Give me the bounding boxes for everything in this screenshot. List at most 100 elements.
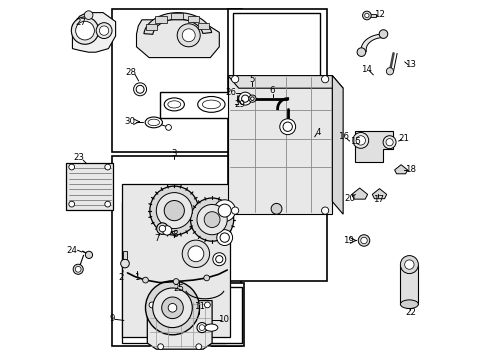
Circle shape: [231, 76, 238, 83]
Circle shape: [199, 325, 204, 330]
Text: 21: 21: [398, 134, 409, 143]
Circle shape: [182, 29, 195, 42]
Circle shape: [270, 203, 282, 214]
Ellipse shape: [145, 117, 162, 128]
Text: 14: 14: [361, 65, 372, 74]
Text: 5: 5: [248, 75, 254, 84]
Circle shape: [197, 323, 206, 333]
Text: 15: 15: [349, 137, 360, 146]
Ellipse shape: [204, 324, 218, 331]
Circle shape: [404, 260, 413, 269]
Circle shape: [196, 344, 201, 350]
Circle shape: [152, 288, 192, 328]
Circle shape: [213, 200, 235, 221]
Circle shape: [168, 303, 177, 312]
Circle shape: [177, 24, 200, 47]
Circle shape: [204, 302, 210, 308]
Bar: [187, 16, 199, 22]
Circle shape: [321, 76, 328, 83]
Circle shape: [355, 136, 365, 145]
Circle shape: [362, 11, 370, 20]
Polygon shape: [355, 131, 392, 162]
Polygon shape: [361, 34, 383, 52]
Bar: [232, 13, 320, 134]
Polygon shape: [332, 76, 343, 214]
Circle shape: [382, 136, 395, 149]
Circle shape: [76, 21, 94, 40]
Bar: [369, 14, 375, 17]
Circle shape: [204, 212, 220, 228]
Circle shape: [156, 193, 192, 229]
Circle shape: [203, 275, 209, 281]
Circle shape: [133, 83, 146, 96]
Bar: [112, 156, 241, 346]
Circle shape: [164, 201, 184, 221]
Text: 11: 11: [194, 302, 204, 311]
Circle shape: [104, 201, 110, 207]
Circle shape: [84, 11, 93, 19]
Circle shape: [71, 17, 99, 44]
Circle shape: [216, 230, 232, 246]
Circle shape: [215, 256, 223, 263]
Circle shape: [69, 164, 75, 170]
Ellipse shape: [167, 101, 181, 108]
Ellipse shape: [197, 96, 224, 112]
Circle shape: [73, 264, 83, 274]
Circle shape: [121, 259, 129, 268]
Circle shape: [197, 204, 227, 235]
Circle shape: [158, 344, 163, 350]
Bar: [112, 283, 241, 346]
Bar: [228, 9, 326, 281]
Bar: [66, 163, 113, 210]
Circle shape: [238, 92, 251, 105]
Circle shape: [231, 207, 238, 214]
Circle shape: [173, 279, 179, 284]
Ellipse shape: [164, 98, 184, 111]
Text: 19: 19: [343, 236, 354, 245]
Circle shape: [220, 233, 229, 242]
Polygon shape: [227, 76, 332, 214]
Circle shape: [156, 223, 168, 234]
Polygon shape: [371, 189, 386, 199]
Circle shape: [75, 266, 81, 272]
Text: 30: 30: [124, 117, 135, 126]
Circle shape: [218, 204, 231, 217]
Circle shape: [250, 97, 254, 100]
Text: 10: 10: [218, 315, 229, 324]
Text: 20: 20: [344, 194, 355, 203]
Text: 2: 2: [119, 274, 124, 282]
Bar: [197, 23, 209, 30]
Text: 12: 12: [374, 10, 385, 19]
Text: 1: 1: [134, 274, 139, 282]
Bar: [400, 265, 418, 304]
Polygon shape: [136, 20, 219, 58]
Circle shape: [356, 48, 365, 57]
Polygon shape: [147, 301, 212, 349]
Circle shape: [187, 246, 203, 262]
Polygon shape: [72, 13, 115, 52]
Text: 9: 9: [109, 314, 115, 323]
Circle shape: [149, 302, 155, 308]
Polygon shape: [227, 76, 343, 88]
Circle shape: [279, 119, 295, 135]
Circle shape: [142, 277, 148, 283]
Circle shape: [162, 226, 171, 235]
Text: 3: 3: [171, 149, 177, 158]
Polygon shape: [394, 165, 407, 174]
Bar: [122, 202, 226, 343]
Circle shape: [212, 253, 225, 266]
Bar: [160, 92, 237, 118]
Polygon shape: [351, 188, 367, 199]
Circle shape: [386, 68, 393, 75]
Text: 4: 4: [315, 128, 321, 137]
Circle shape: [85, 251, 92, 258]
Circle shape: [136, 85, 144, 93]
Text: 22: 22: [405, 308, 415, 317]
Circle shape: [96, 23, 112, 39]
Text: 23: 23: [73, 153, 84, 162]
Bar: [145, 24, 157, 30]
Circle shape: [190, 198, 233, 241]
Circle shape: [104, 164, 110, 170]
Circle shape: [159, 225, 165, 232]
Circle shape: [400, 256, 418, 274]
